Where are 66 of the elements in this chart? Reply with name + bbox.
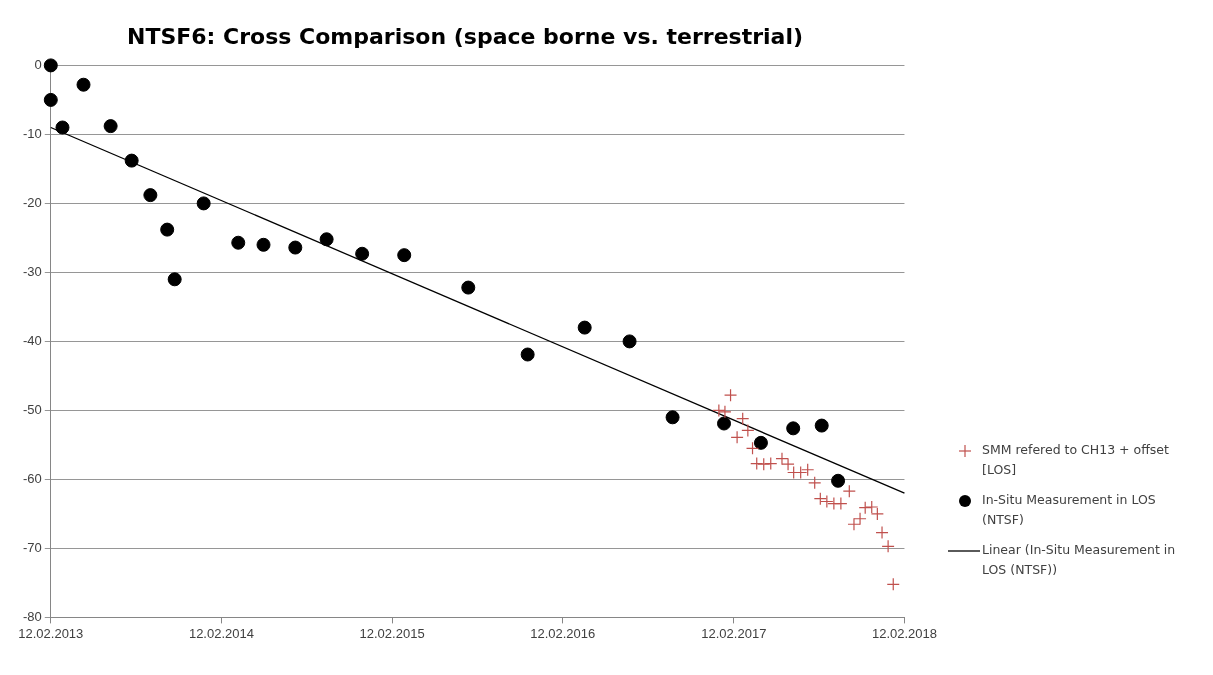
point [842, 484, 856, 498]
point [319, 232, 334, 247]
point [712, 403, 726, 417]
point [745, 441, 760, 455]
point [757, 457, 771, 471]
y-tick-label: 0 [34, 56, 42, 72]
point [736, 412, 750, 426]
point [875, 525, 889, 540]
point [723, 388, 738, 402]
point [196, 196, 211, 211]
point [397, 248, 412, 263]
x-tick-label: 12.02.2013 [18, 625, 84, 641]
x-tick-label: 12.02.2018 [871, 625, 938, 641]
point [355, 246, 370, 261]
legend-label: Linear (In-Situ Measurement in LOS (NTSF)) [982, 541, 1177, 579]
point [718, 405, 732, 419]
point [231, 235, 246, 250]
y-tick-label: -80 [22, 608, 42, 624]
y-tick-label: -20 [22, 194, 42, 210]
legend-label: In-Situ Measurement in LOS (NTSF) [982, 491, 1157, 529]
point [764, 456, 778, 471]
y-tick-label: -50 [22, 401, 42, 417]
point [256, 237, 271, 252]
point [461, 280, 476, 295]
point [820, 494, 834, 509]
y-tick-label: -40 [22, 332, 42, 348]
point [55, 120, 70, 135]
point [741, 423, 755, 438]
point [622, 334, 637, 349]
point [730, 430, 744, 444]
point [814, 418, 829, 433]
point [288, 240, 303, 255]
x-tick-label: 12.02.2015 [359, 625, 425, 641]
chart-title: NTSF6: Cross Comparison (space borne vs. terrestrial) [127, 23, 803, 49]
legend-label: SMM refered to CH13 + offset [LOS] [982, 441, 1170, 479]
y-tick-label: -10 [22, 125, 42, 141]
point [520, 347, 535, 362]
point [665, 410, 680, 425]
y-tick-label: -30 [22, 263, 42, 279]
point [124, 153, 139, 168]
point [813, 492, 827, 506]
y-tick-label: -60 [22, 470, 42, 486]
point [801, 463, 815, 477]
point [167, 272, 182, 287]
point [834, 496, 848, 511]
point [750, 456, 764, 471]
y-tick-label: -70 [22, 539, 42, 555]
x-tick-label: 12.02.2014 [188, 625, 254, 641]
point [577, 320, 592, 335]
point [808, 476, 822, 490]
point [43, 58, 58, 73]
point [786, 421, 801, 436]
point [76, 77, 91, 92]
point [886, 577, 900, 591]
point [847, 517, 861, 531]
point [103, 119, 118, 134]
point [853, 512, 867, 526]
x-tick-label: 12.02.2016 [530, 625, 596, 641]
point [143, 188, 158, 203]
x-tick-label: 12.02.2017 [701, 625, 767, 641]
point [753, 435, 768, 450]
point [43, 92, 58, 107]
point [831, 473, 846, 488]
point [717, 416, 732, 431]
point [160, 222, 175, 237]
point [881, 539, 895, 553]
